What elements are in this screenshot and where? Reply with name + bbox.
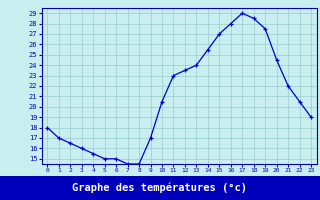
Text: Graphe des températures (°c): Graphe des températures (°c) bbox=[73, 183, 247, 193]
